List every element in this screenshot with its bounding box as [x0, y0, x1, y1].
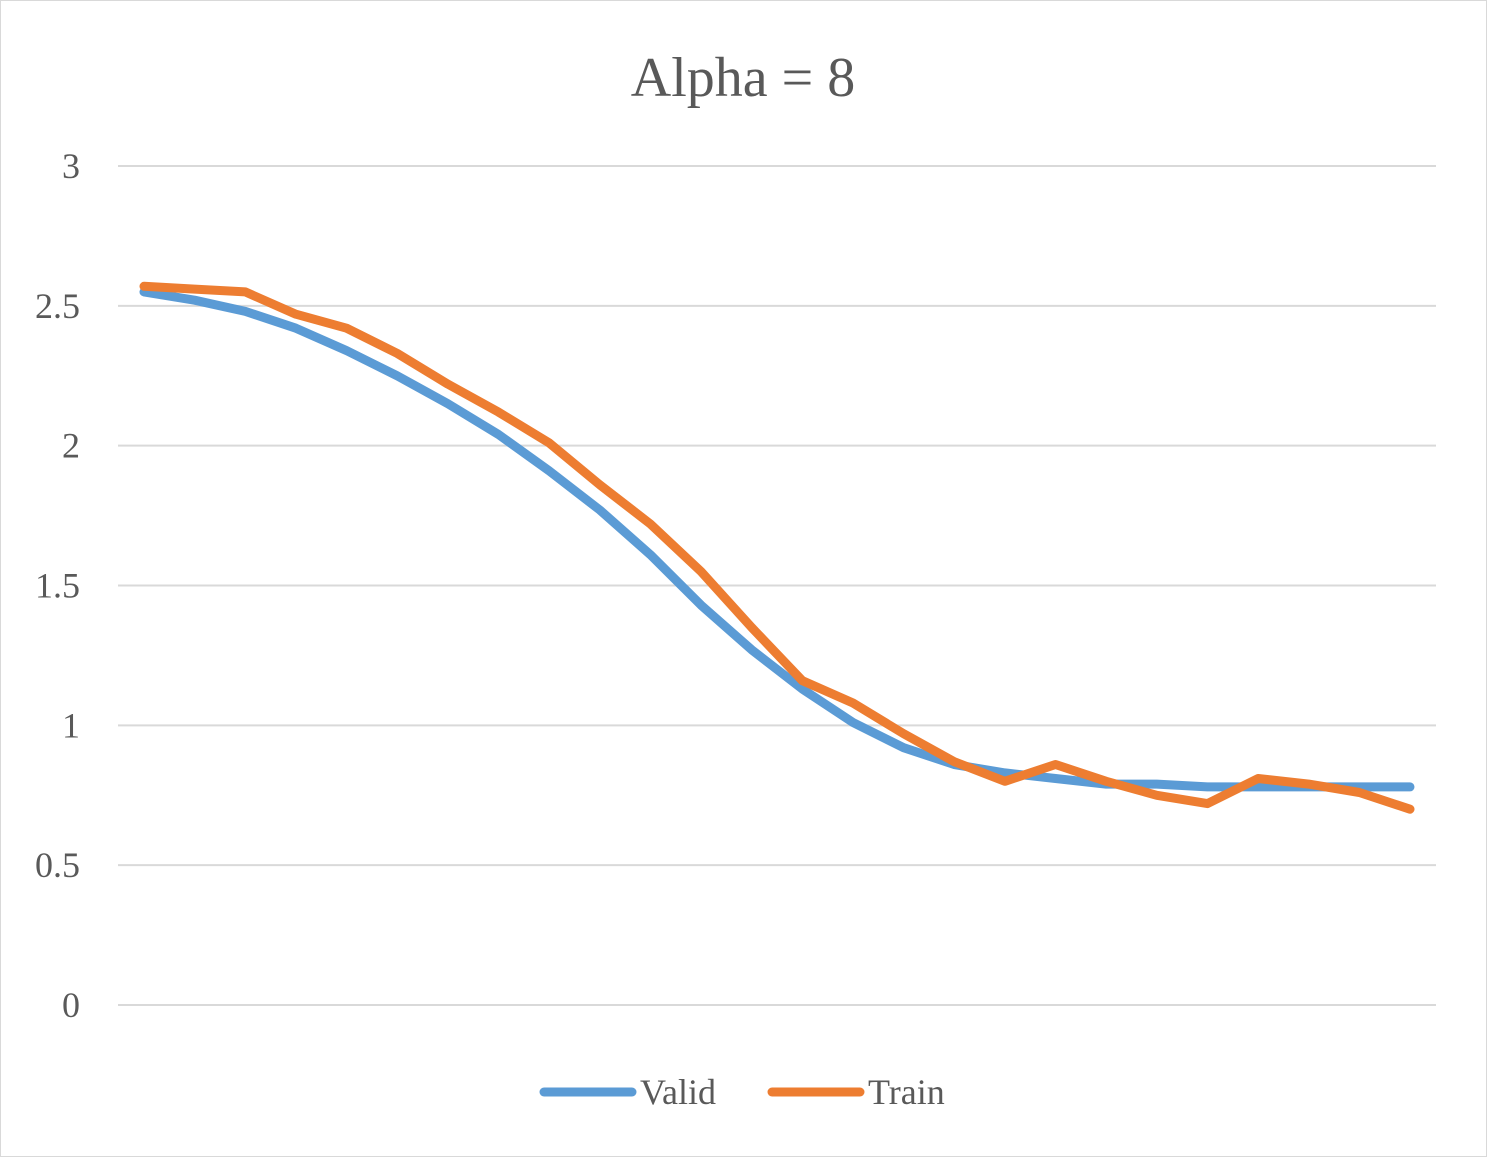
- legend-label-train: Train: [868, 1072, 945, 1112]
- y-tick-label: 3: [62, 146, 80, 186]
- y-tick-label: 0.5: [35, 845, 80, 885]
- y-axis-tick-labels: 0 0.5 1 1.5 2 2.5 3: [35, 146, 80, 1025]
- series-lines: [139, 281, 1415, 814]
- y-tick-label: 2: [62, 426, 80, 466]
- chart-title: Alpha = 8: [631, 47, 855, 109]
- y-tick-label: 1: [62, 705, 80, 745]
- y-tick-label: 2.5: [35, 286, 80, 326]
- series-line-valid: [139, 287, 1415, 792]
- gridlines: [118, 165, 1436, 1006]
- series-line-train: [139, 281, 1415, 814]
- y-tick-label: 1.5: [35, 566, 80, 606]
- legend-label-valid: Valid: [640, 1072, 716, 1112]
- legend: Valid Train: [539, 1072, 945, 1112]
- y-tick-label: 0: [62, 985, 80, 1025]
